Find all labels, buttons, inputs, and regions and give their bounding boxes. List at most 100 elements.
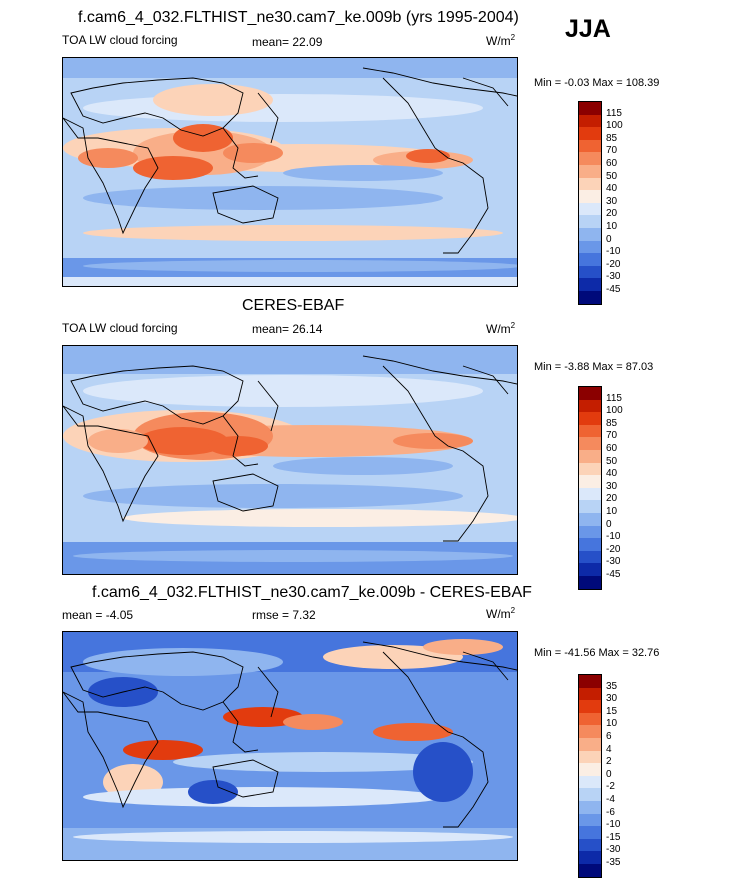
panel3-colorbar xyxy=(578,674,602,878)
colorbar-swatch xyxy=(579,487,601,501)
colorbar-level-label: -2 xyxy=(606,781,615,793)
colorbar-level-label: -15 xyxy=(606,831,621,843)
panel1-title: f.cam6_4_032.FLTHIST_ne30.cam7_ke.009b (… xyxy=(78,9,519,26)
panel3-minmax: Min = -41.56 Max = 32.76 xyxy=(534,647,660,659)
colorbar-swatch xyxy=(579,525,601,539)
panel2-minmax: Min = -3.88 Max = 87.03 xyxy=(534,361,654,373)
colorbar-swatch xyxy=(579,152,601,165)
colorbar-swatch xyxy=(579,512,601,526)
colorbar-level-label: 10 xyxy=(606,718,618,730)
colorbar-level-label: -4 xyxy=(606,794,615,805)
colorbar-swatch xyxy=(579,763,601,776)
colorbar-level-label: 0 xyxy=(606,233,612,245)
panel2-colorbar xyxy=(578,386,602,590)
colorbar-level-label: 50 xyxy=(606,170,618,182)
panel2-units: W/m2 xyxy=(486,321,516,336)
colorbar-swatch xyxy=(579,102,601,115)
colorbar-level-label: 50 xyxy=(606,455,618,467)
colorbar-level-label: 10 xyxy=(606,506,618,517)
panel2-field-svg xyxy=(63,346,517,574)
colorbar-level-label: -6 xyxy=(606,806,615,818)
colorbar-level-label: 40 xyxy=(606,468,618,480)
colorbar-swatch xyxy=(579,387,601,400)
colorbar-swatch xyxy=(579,538,601,551)
colorbar-swatch xyxy=(579,863,601,877)
panel1-minmax: Min = -0.03 Max = 108.39 xyxy=(534,77,660,89)
colorbar-swatch xyxy=(579,838,601,852)
colorbar-swatch xyxy=(579,687,601,701)
colorbar-level-label: 0 xyxy=(606,768,612,780)
panel1-field-svg xyxy=(63,58,517,286)
panel2-field-label: TOA LW cloud forcing xyxy=(62,321,178,335)
colorbar-swatch xyxy=(579,164,601,178)
colorbar-level-label: 70 xyxy=(606,145,618,157)
colorbar-swatch xyxy=(579,114,601,128)
colorbar-swatch xyxy=(579,550,601,564)
colorbar-swatch xyxy=(579,177,601,191)
colorbar-level-label: -10 xyxy=(606,246,621,258)
colorbar-level-label: -45 xyxy=(606,284,621,295)
colorbar-level-label: 40 xyxy=(606,183,618,195)
colorbar-level-label: 2 xyxy=(606,756,612,768)
colorbar-swatch xyxy=(579,278,601,291)
colorbar-level-label: -20 xyxy=(606,258,621,270)
colorbar-swatch xyxy=(579,253,601,266)
colorbar-level-label: 70 xyxy=(606,430,618,442)
colorbar-swatch xyxy=(579,700,601,713)
colorbar-swatch xyxy=(579,399,601,413)
colorbar-level-label: -45 xyxy=(606,569,621,580)
panel2-title: CERES-EBAF xyxy=(242,297,345,314)
colorbar-level-label: 60 xyxy=(606,158,618,169)
colorbar-level-label: 85 xyxy=(606,417,618,429)
colorbar-swatch xyxy=(579,775,601,789)
colorbar-level-label: 30 xyxy=(606,693,618,705)
colorbar-swatch xyxy=(579,424,601,438)
colorbar-swatch xyxy=(579,675,601,688)
season-label: JJA xyxy=(565,15,611,43)
panel1-units: W/m2 xyxy=(486,33,516,48)
colorbar-level-label: -30 xyxy=(606,844,621,856)
colorbar-swatch xyxy=(579,127,601,140)
panel2-mean-label: mean= 26.14 xyxy=(252,322,323,336)
colorbar-swatch xyxy=(579,851,601,864)
colorbar-swatch xyxy=(579,139,601,153)
colorbar-swatch xyxy=(579,240,601,254)
colorbar-level-label: -30 xyxy=(606,556,621,568)
colorbar-swatch xyxy=(579,563,601,576)
colorbar-level-label: 0 xyxy=(606,518,612,530)
colorbar-level-label: -10 xyxy=(606,531,621,543)
panel3-title: f.cam6_4_032.FLTHIST_ne30.cam7_ke.009b -… xyxy=(92,584,532,601)
panel3-rmse-label: rmse = 7.32 xyxy=(252,608,316,622)
colorbar-level-label: -10 xyxy=(606,819,621,831)
panel3-field-svg xyxy=(63,632,517,860)
panel3-units: W/m2 xyxy=(486,606,516,621)
colorbar-swatch xyxy=(579,500,601,513)
colorbar-level-label: 20 xyxy=(606,493,618,505)
colorbar-swatch xyxy=(579,290,601,304)
colorbar-swatch xyxy=(579,202,601,216)
colorbar-level-label: -30 xyxy=(606,271,621,283)
colorbar-level-label: 20 xyxy=(606,208,618,220)
panel3-map xyxy=(62,631,518,861)
colorbar-swatch xyxy=(579,475,601,488)
colorbar-swatch xyxy=(579,712,601,726)
panel3-mean-label: mean = -4.05 xyxy=(62,608,134,622)
colorbar-level-label: 30 xyxy=(606,480,618,492)
colorbar-swatch xyxy=(579,788,601,801)
colorbar-level-label: 6 xyxy=(606,731,612,742)
colorbar-level-label: 4 xyxy=(606,743,612,755)
colorbar-level-label: 60 xyxy=(606,443,618,454)
colorbar-swatch xyxy=(579,575,601,589)
colorbar-swatch xyxy=(579,826,601,839)
colorbar-swatch xyxy=(579,737,601,751)
colorbar-level-label: 100 xyxy=(606,405,623,417)
colorbar-level-label: 115 xyxy=(606,107,622,119)
colorbar-level-label: 30 xyxy=(606,195,618,207)
panel1-colorbar xyxy=(578,101,602,305)
colorbar-swatch xyxy=(579,265,601,279)
colorbar-swatch xyxy=(579,215,601,228)
colorbar-level-label: -20 xyxy=(606,543,621,555)
colorbar-level-label: 115 xyxy=(606,392,622,404)
colorbar-swatch xyxy=(579,750,601,764)
panel1-mean-label: mean= 22.09 xyxy=(252,35,323,49)
